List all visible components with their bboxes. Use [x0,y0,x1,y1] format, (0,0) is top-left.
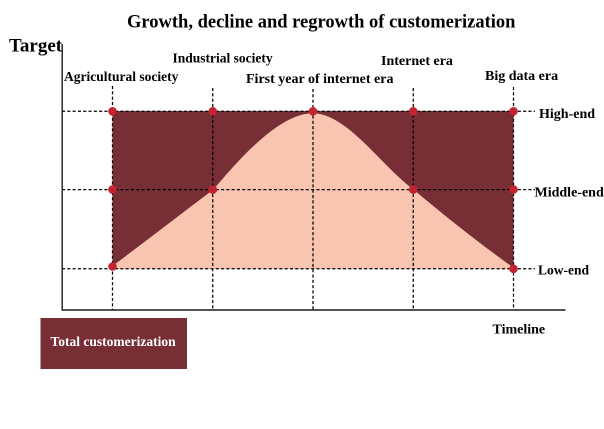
svg-text:Agricultural society: Agricultural society [64,69,179,84]
svg-text:Low-end: Low-end [538,263,589,278]
svg-text:Total customerization: Total customerization [51,334,177,349]
svg-text:Industrial society: Industrial society [173,51,273,66]
svg-text:Growth, decline and regrowth o: Growth, decline and regrowth of customer… [127,13,516,33]
svg-text:Timeline: Timeline [493,323,546,338]
svg-text:Target: Target [9,36,63,57]
svg-text:High-end: High-end [539,107,595,122]
svg-text:Big data era: Big data era [485,69,558,84]
svg-text:Middle-end: Middle-end [535,186,604,201]
svg-text:Internet era: Internet era [381,54,453,69]
svg-text:First year of internet era: First year of internet era [246,72,393,87]
